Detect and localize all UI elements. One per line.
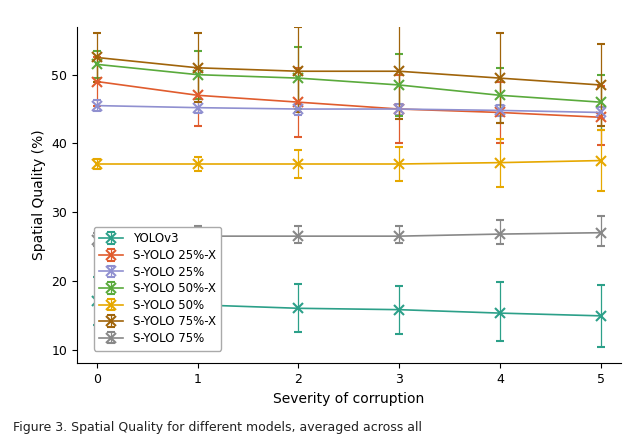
Legend: YOLOv3, S-YOLO 25%-X, S-YOLO 25%, S-YOLO 50%-X, S-YOLO 50%, S-YOLO 75%-X, S-YOLO: YOLOv3, S-YOLO 25%-X, S-YOLO 25%, S-YOLO… bbox=[93, 226, 221, 350]
X-axis label: Severity of corruption: Severity of corruption bbox=[273, 392, 424, 405]
Y-axis label: Spatial Quality (%): Spatial Quality (%) bbox=[31, 130, 45, 260]
Text: Figure 3. Spatial Quality for different models, averaged across all: Figure 3. Spatial Quality for different … bbox=[13, 421, 422, 434]
